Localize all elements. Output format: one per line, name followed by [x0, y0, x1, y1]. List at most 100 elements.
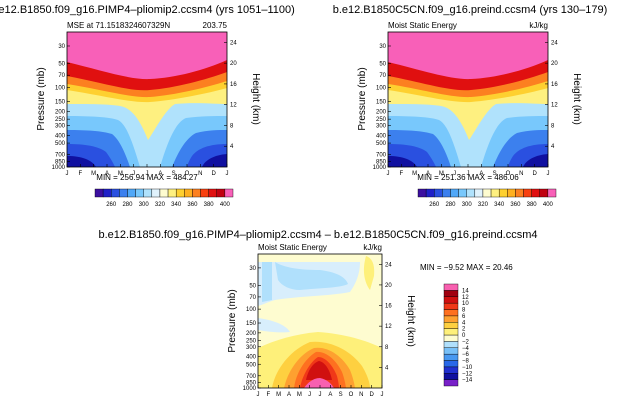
- panel-c-xtick-label: S: [339, 392, 343, 398]
- panel-b-colorbar-box: [515, 188, 524, 198]
- panel-c-contour-3: [275, 262, 348, 290]
- panel-c-xtick-label: O: [349, 392, 354, 398]
- panel-a-rtick-label: 8: [230, 123, 234, 129]
- panel-b-xtick-label: J: [453, 171, 456, 177]
- panel-b-ytick-label: 500: [376, 141, 387, 147]
- panel-a-ytick-label: 850: [55, 159, 66, 165]
- panel-b-xtick-label: N: [519, 171, 523, 177]
- panel-a-colorbar-label: 320: [155, 202, 166, 208]
- panel-c-field: [258, 254, 382, 388]
- panel-a-colorbar-box: [175, 188, 185, 198]
- panel-c-xtick-label: F: [266, 392, 270, 398]
- panel-c-colorbar-label: 8: [462, 308, 466, 314]
- panel-b-title: b.e12.B1850C5CN.f09_g16.preind.ccsm4 (yr…: [333, 4, 608, 16]
- panel-b-xtick-label: J: [467, 171, 470, 177]
- panel-a-colorbar-label: 300: [139, 202, 150, 208]
- panel-c-ytick-label: 700: [246, 374, 257, 380]
- panel-c-rtick-label: 4: [385, 365, 389, 371]
- panel-a-ytick-label: 400: [55, 133, 66, 139]
- panel-a-colorbar-box: [208, 188, 217, 198]
- panel-b-colorbar-box: [507, 188, 516, 198]
- panel-c-contour-12: [304, 378, 334, 388]
- panel-a-colorbar-label: 260: [106, 202, 117, 208]
- panel-a-ytick-label: 100: [55, 86, 66, 92]
- panel-a-xtick-label: N: [198, 171, 202, 177]
- panel-c-rtick-label: 12: [385, 324, 392, 330]
- panel-a-rtick-label: 24: [230, 40, 237, 46]
- panel-a-xtick-label: J: [146, 171, 149, 177]
- panel-c-rtick-label: 20: [385, 283, 392, 289]
- panel-a-colorbar-box: [151, 188, 161, 198]
- panel-c-stats: MIN = −9.52 MAX = 20.46: [420, 263, 513, 272]
- panel-a-title: b.e12.B1850.f09_g16.PIMP4–pliomip2.ccsm4…: [0, 4, 295, 16]
- panel-c-rtick-label: 8: [385, 345, 389, 351]
- panel-a-ytick-label: 250: [55, 117, 66, 123]
- panel-a-colorbar-box: [200, 188, 209, 198]
- panel-b-contour-10: [388, 156, 417, 167]
- panel-c-colorbar-box: [443, 334, 459, 342]
- panel-a-rtick-label: 20: [230, 61, 237, 67]
- panel-c-xtick-label: A: [287, 392, 291, 398]
- panel-b-rtick-label: 16: [551, 82, 558, 88]
- panel-c-xtick-label: N: [359, 392, 363, 398]
- panel-b-stats: MIN = 251.36 MAX = 486.06: [417, 173, 519, 182]
- panel-c-colorbar-label: 6: [462, 314, 466, 320]
- panel-b-ytick-label: 850: [376, 159, 387, 165]
- panel-c-ytick-label: 400: [246, 355, 257, 361]
- panel-b-xtick-label: S: [493, 171, 497, 177]
- panel-c-ytick-label: 1000: [243, 386, 257, 392]
- panel-a-colorbar-box: [224, 188, 234, 198]
- panel-c-colorbar-box: [443, 341, 459, 348]
- panel-b-xtick-label: A: [479, 171, 483, 177]
- panel-a-xtick-label: J: [66, 171, 69, 177]
- panel-c-colorbar-label: 14: [462, 288, 469, 294]
- panel-c-xtick-label: J: [308, 392, 311, 398]
- panel-a-xtick-label: J: [132, 171, 135, 177]
- panel-a-contour-10: [67, 156, 96, 167]
- panel-c-colorbar-box: [443, 283, 459, 291]
- panel-c-xtick-label: A: [328, 392, 332, 398]
- panel-b-colorbar-box: [417, 188, 427, 198]
- panel-c-colorbar-label: −8: [462, 359, 470, 365]
- panel-b-xtick-label: A: [426, 171, 430, 177]
- panel-b-colorbar-box: [523, 188, 532, 198]
- panel-c-xtick-label: D: [369, 392, 374, 398]
- panel-c-colorbar-box: [443, 296, 459, 304]
- panel-b-ytick-label: 30: [379, 44, 386, 50]
- panel-b-colorbar-box: [539, 188, 549, 198]
- panel-c-xtick-label: J: [319, 392, 322, 398]
- panel-c-xtick-label: M: [276, 392, 281, 398]
- panel-b-colorbar-box: [434, 188, 443, 198]
- panel-b-rtick-label: 4: [551, 144, 555, 150]
- panel-c-xtick-label: J: [257, 392, 260, 398]
- panel-a-xtick-label: F: [78, 171, 82, 177]
- panel-c-contour-11: [306, 361, 332, 380]
- panel-b-contour-11: [523, 154, 548, 167]
- panel-b-ytick-label: 50: [379, 62, 386, 68]
- panel-a-colorbar-box: [102, 188, 112, 198]
- panel-b-colorbar-box: [458, 188, 467, 198]
- panel-c-colorbar-box: [443, 290, 459, 297]
- colorbars: 260 280 300 320 340 360 380 400 260 280 300 320 340 3…: [94, 188, 557, 387]
- panel-c-ylabel-left: Pressure (mb): [227, 289, 238, 352]
- panel-a-xtick-label: M: [91, 171, 96, 177]
- panel-b-xtick-label: M: [412, 171, 417, 177]
- panel-b-colorbar-box: [425, 188, 435, 198]
- panel-b-colorbar-label: 380: [527, 202, 538, 208]
- panel-b-colorbar-label: 360: [510, 202, 521, 208]
- panel-c-colorbar-box: [443, 353, 459, 361]
- panel-a-colorbar-box: [167, 188, 177, 198]
- panel-b-xtick-label: F: [399, 171, 403, 177]
- panel-c-ytick-label: 150: [246, 321, 257, 327]
- panel-a-rtick-label: 16: [230, 82, 237, 88]
- panel-a-ytick-label: 200: [55, 109, 66, 115]
- panel-a-colorbar-box: [192, 188, 201, 198]
- panel-a-colorbar-label: 280: [122, 202, 133, 208]
- panel-c-colorbar-box: [443, 309, 459, 317]
- panel-a-field: [67, 32, 227, 167]
- panel-c-ytick-label: 250: [246, 339, 257, 345]
- panel-c-colorbar-box: [443, 322, 459, 329]
- panel-b-ytick-label: 150: [376, 100, 387, 106]
- panel-c-ylabel-right: Height (km): [405, 295, 416, 347]
- panel-c-rtick-label: 24: [385, 262, 392, 268]
